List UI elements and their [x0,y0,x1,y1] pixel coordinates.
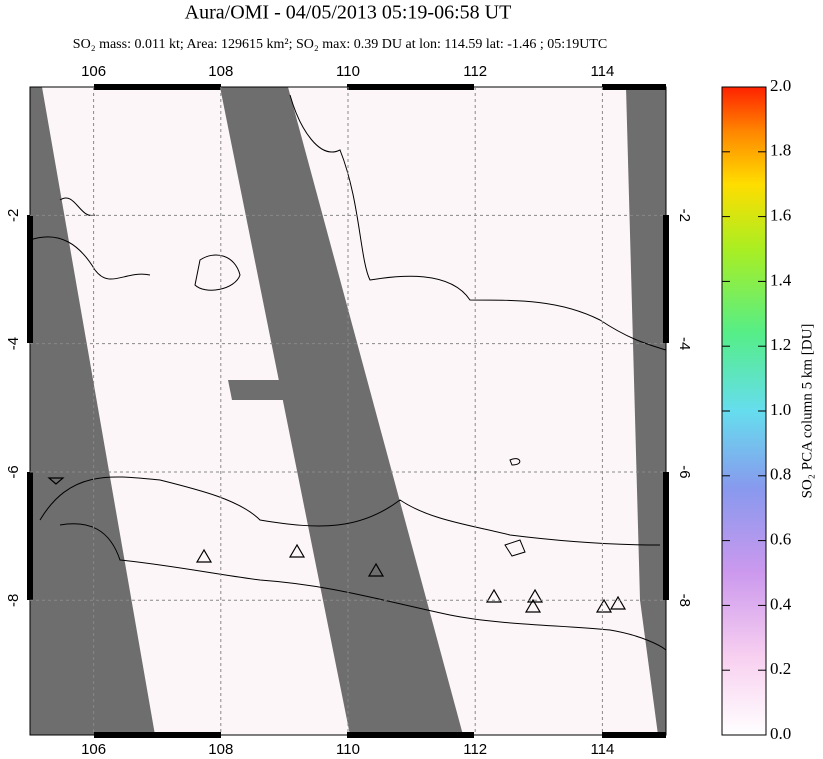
y-tick-label: -6 [676,465,693,478]
x-tick-label: 114 [590,63,614,80]
colorbar-tick-label: 0.0 [770,724,791,743]
title: Aura/OMI - 04/05/2013 05:19-06:58 UT [185,2,512,24]
colorbar-tick-label: 1.0 [770,400,791,419]
y-tick-label: -2 [676,209,693,222]
colorbar-label: SO₂ PCA column 5 km [DU] [799,324,815,499]
x-tick-label: 110 [336,741,360,758]
colorbar-tick-label: 0.4 [770,594,792,613]
x-tick-label: 112 [463,63,487,80]
x-tick-label: 106 [81,63,106,80]
colorbar-tick-label: 0.8 [770,465,791,484]
colorbar-tick-label: 1.6 [770,206,791,225]
volcanoes [47,477,627,613]
y-tick-label: -4 [5,337,22,350]
no-data-swath [228,380,285,400]
subtitle: SO₂ mass: 0.011 kt; Area: 129615 km²; SO… [73,37,607,52]
no-data-swath [626,87,666,735]
y-tick-label: -8 [676,594,693,607]
coastline [504,458,526,557]
y-tick-label: -2 [5,209,22,222]
coastline [39,476,667,651]
y-tick-label: -6 [5,465,22,478]
volcano [195,543,627,613]
volcano [47,477,65,485]
colorbar-tick-label: 0.2 [770,659,791,678]
x-tick-label: 106 [81,741,106,758]
x-tick-label: 112 [463,741,487,758]
colorbar-tick-label: 2.0 [770,76,791,95]
colorbar-tick-label: 1.2 [770,335,791,354]
x-tick-label: 110 [336,63,360,80]
no-data-swath [30,87,155,735]
coastline [289,94,667,351]
x-tick-label: 108 [208,741,233,758]
colorbar-tick-label: 1.8 [770,141,791,160]
y-tick-label: -4 [676,337,693,350]
colorbar-tick-label: 0.6 [770,530,791,549]
colorbar-tick-label: 1.4 [770,270,792,289]
coastline [194,254,241,291]
no-data-swath [220,87,463,735]
x-tick-label: 114 [590,741,614,758]
y-tick-label: -8 [5,594,22,607]
x-tick-label: 108 [208,63,233,80]
